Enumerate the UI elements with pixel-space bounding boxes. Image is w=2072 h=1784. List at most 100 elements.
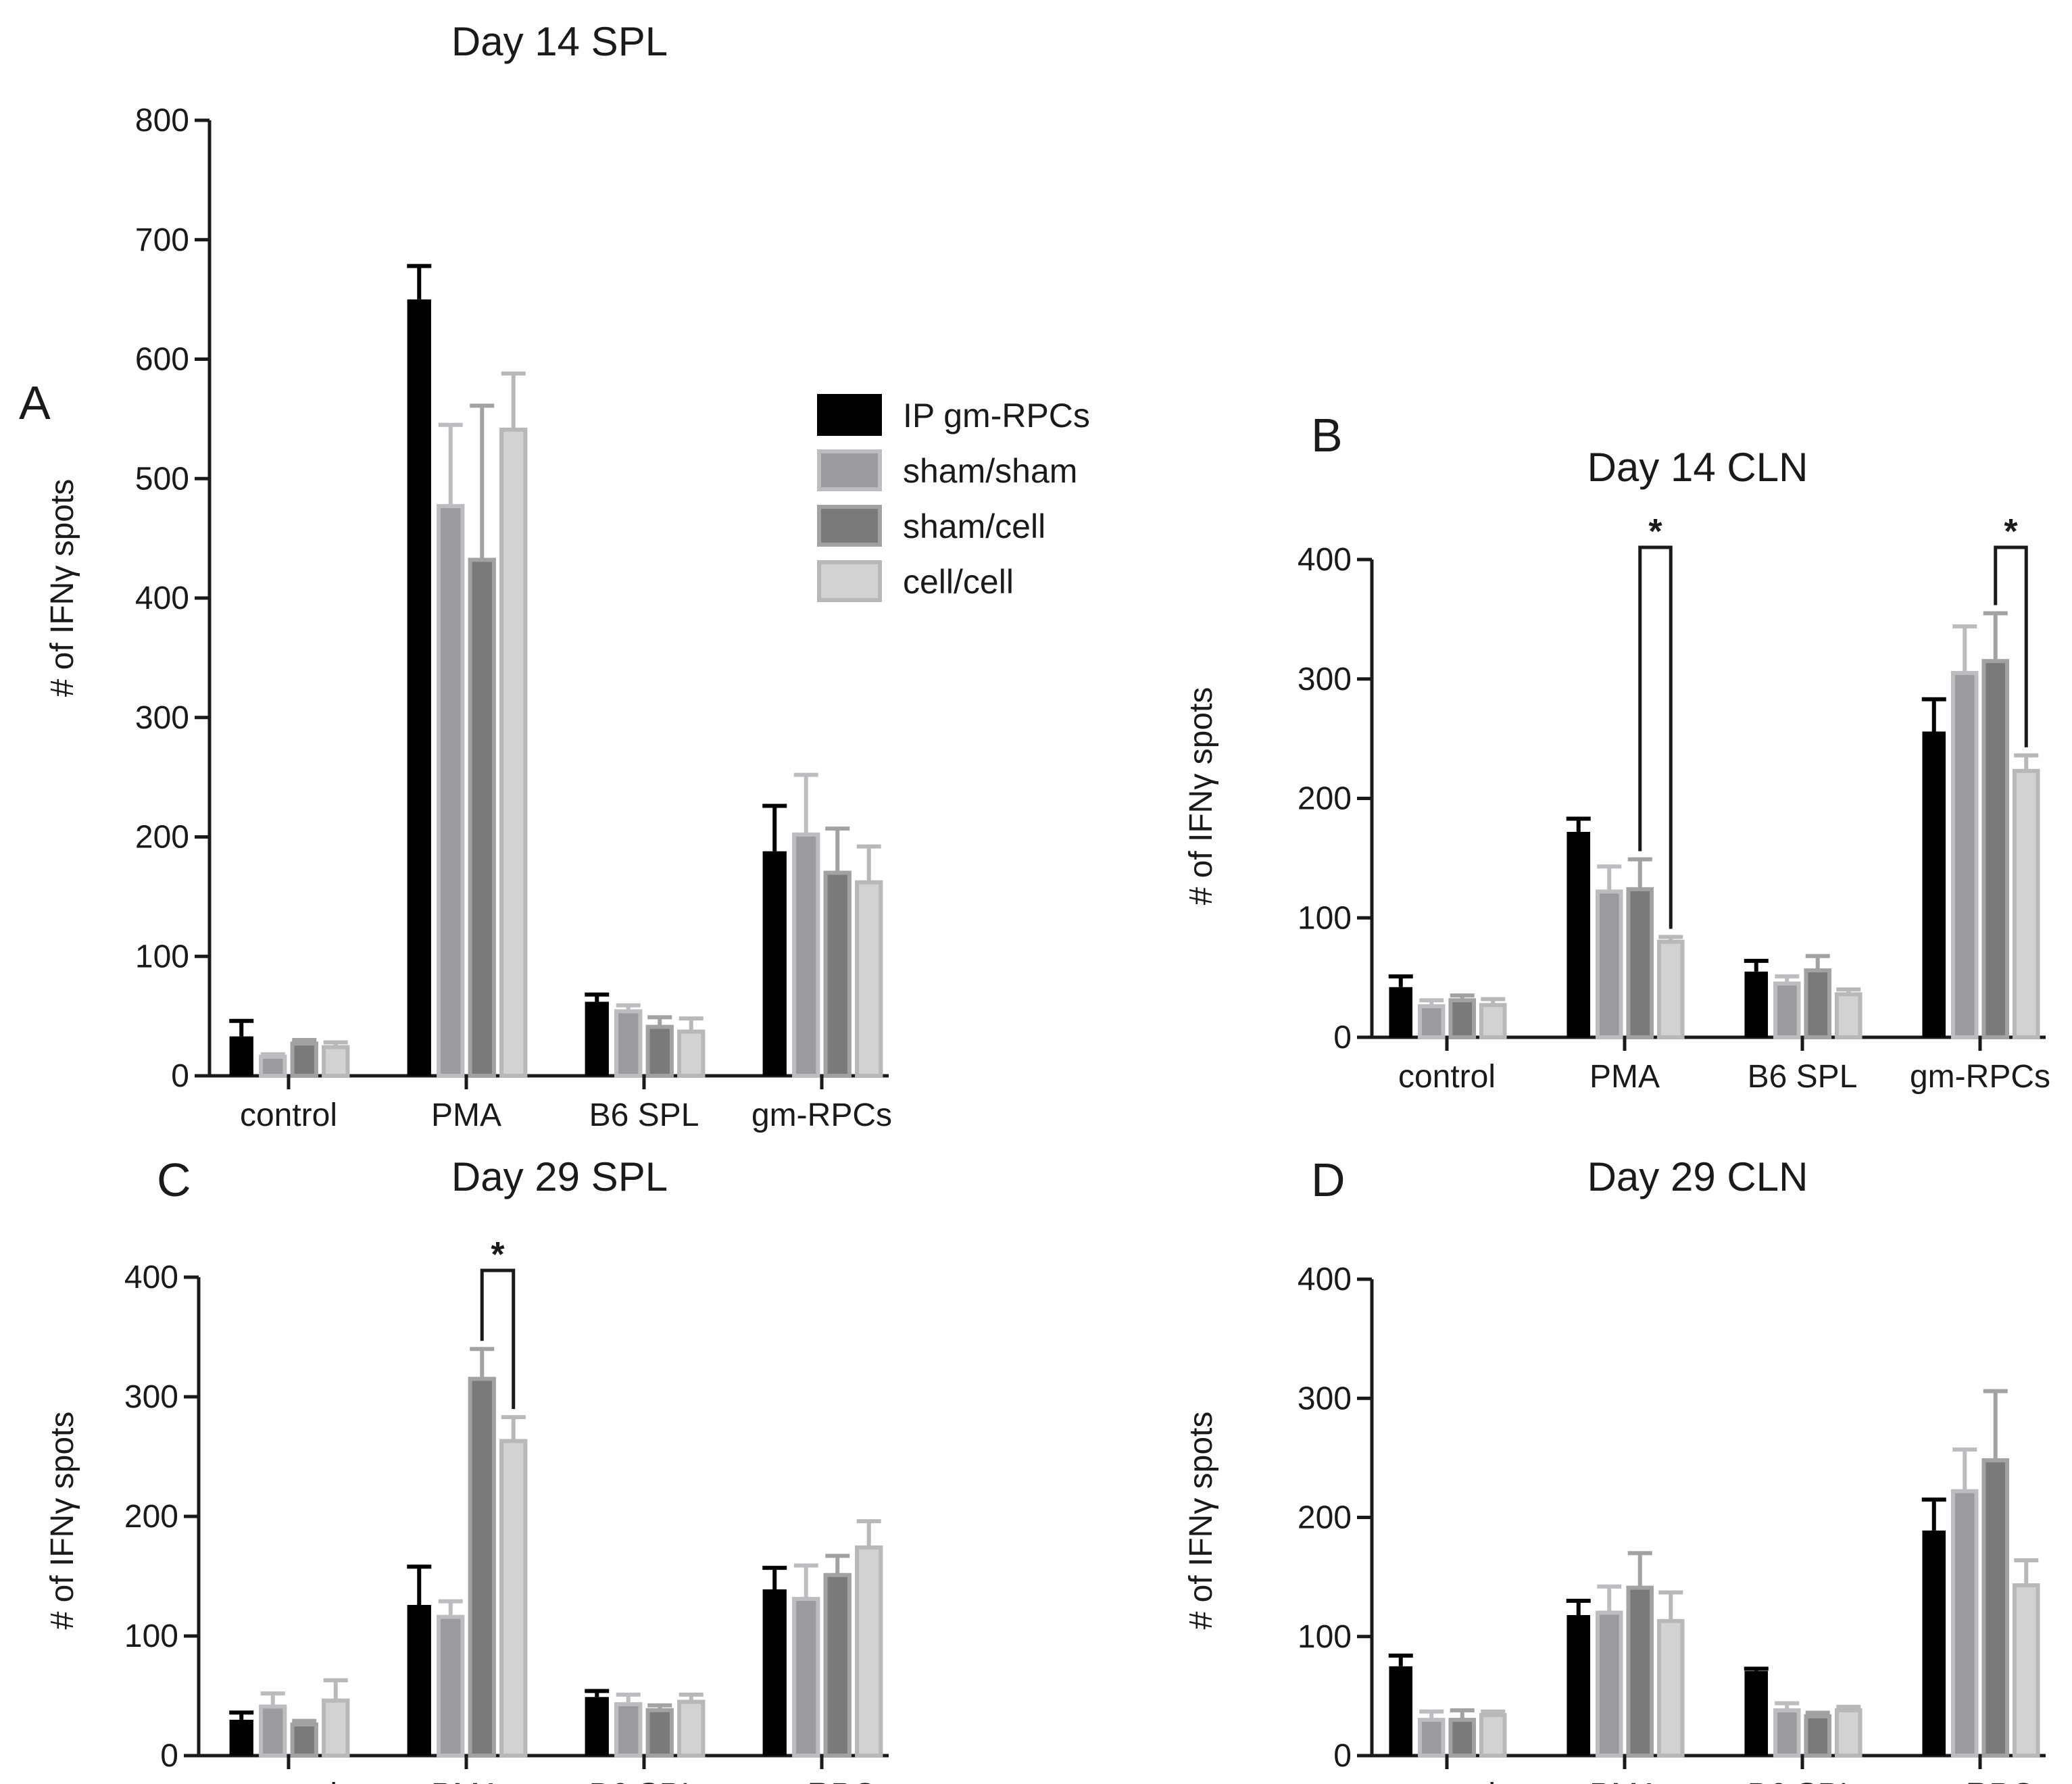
panel-b-ytick-label-100: 100 xyxy=(1298,900,1352,936)
legend-swatch-sham-sham xyxy=(817,449,882,491)
panel-d-bar-ip-gm-rpcs-2 xyxy=(1744,1670,1769,1756)
panel-b-significance-star-0: * xyxy=(1648,512,1662,551)
panel-a: A Day 14 SPL # of IFNγ spots 0 100 200 300 4… xyxy=(19,19,892,1133)
panel-c-bar-sham-cell-2 xyxy=(645,1708,674,1758)
panel-c-ytick-label-200: 200 xyxy=(124,1499,178,1535)
panel-b-bar-cell-cell-1 xyxy=(1656,939,1685,1039)
panel-d-bar-cell-cell-2 xyxy=(1834,1708,1863,1758)
panel-c-bar-sham-cell-0 xyxy=(290,1722,318,1758)
panel-b-bar-sham-sham-2 xyxy=(1773,981,1801,1040)
panel-d-bar-sham-cell-2 xyxy=(1804,1714,1832,1758)
panel-b-bar-cell-cell-3 xyxy=(2012,768,2040,1040)
panel-c-ylabel: # of IFNγ spots xyxy=(45,1412,80,1630)
panel-d-bar-cell-cell-0 xyxy=(1479,1713,1507,1758)
legend-swatch-cell-cell xyxy=(817,560,882,602)
panel-a-plot: 0 100 200 300 400 500 600 700 800 control PMA B6 SP… xyxy=(135,103,892,1133)
panel-b-bar-sham-cell-2 xyxy=(1804,968,1832,1040)
panel-c-significance-star-0: * xyxy=(491,1235,505,1274)
panel-d-letter: D xyxy=(1311,1154,1346,1206)
panel-a-bar-sham-sham-3 xyxy=(792,832,820,1078)
panel-d-bar-sham-sham-0 xyxy=(1417,1718,1446,1758)
legend-label-sham-sham: sham/sham xyxy=(903,452,1077,490)
panel-c-bar-ip-gm-rpcs-2 xyxy=(585,1697,609,1756)
panel-a-letter: A xyxy=(19,376,51,429)
panel-b-ytick-label-0: 0 xyxy=(1333,1020,1352,1056)
panel-b-category-label-pma: PMA xyxy=(1589,1059,1660,1095)
panel-a-ytick-label-400: 400 xyxy=(135,580,189,616)
panel-c-category-label-pma: PMA xyxy=(431,1777,501,1784)
panel-a-bar-ip-gm-rpcs-3 xyxy=(762,851,787,1076)
panel-d-bar-sham-sham-3 xyxy=(1950,1489,1979,1758)
panel-c-bar-ip-gm-rpcs-3 xyxy=(762,1589,787,1756)
panel-b-bar-sham-cell-3 xyxy=(1981,659,2010,1039)
panel-d-title: Day 29 CLN xyxy=(1587,1154,1808,1199)
panel-a-ytick-label-200: 200 xyxy=(135,820,189,856)
panel-b-bar-cell-cell-2 xyxy=(1834,992,1863,1039)
panel-c-category-label-gm-rpcs: gm-RPCs xyxy=(751,1777,892,1784)
panel-b-ytick-label-200: 200 xyxy=(1298,781,1352,817)
panel-a-bar-cell-cell-1 xyxy=(499,427,528,1078)
legend-label-sham-cell: sham/cell xyxy=(903,507,1045,545)
panel-b-category-label-control: control xyxy=(1398,1059,1496,1095)
panel-c-bar-sham-sham-0 xyxy=(259,1704,287,1758)
panel-d-bar-ip-gm-rpcs-0 xyxy=(1389,1666,1413,1756)
panel-a-ytick-label-600: 600 xyxy=(135,342,189,378)
panel-a-ytick-label-0: 0 xyxy=(171,1058,189,1094)
panel-c-bar-sham-cell-1 xyxy=(468,1377,496,1758)
panel-d-ytick-label-0: 0 xyxy=(1333,1738,1352,1774)
panel-c-bar-sham-sham-1 xyxy=(437,1614,465,1758)
panel-b-significance-bracket-0 xyxy=(1638,545,1673,929)
panel-a-bar-sham-cell-0 xyxy=(290,1041,318,1078)
panel-b-bar-ip-gm-rpcs-2 xyxy=(1744,971,1769,1037)
panel-c-title: Day 29 SPL xyxy=(451,1154,668,1199)
panel-a-bar-ip-gm-rpcs-0 xyxy=(229,1036,253,1076)
panel-d-bar-sham-cell-0 xyxy=(1448,1718,1477,1758)
panel-a-bar-ip-gm-rpcs-1 xyxy=(407,299,431,1076)
panel-c-bar-cell-cell-3 xyxy=(855,1545,883,1758)
panel-c-bar-cell-cell-2 xyxy=(677,1700,706,1758)
panel-b-ytick-label-400: 400 xyxy=(1298,542,1352,578)
panel-b-plot: 0 100 200 300 400 control PMA B6 SPL gm-RPCs * * xyxy=(1298,512,2050,1095)
panel-a-title: Day 14 SPL xyxy=(451,19,668,64)
panel-b-ylabel: # of IFNγ spots xyxy=(1183,687,1219,906)
panel-a-ytick-label-300: 300 xyxy=(135,700,189,736)
panel-b-bar-ip-gm-rpcs-3 xyxy=(1922,731,1946,1037)
panel-d-bar-sham-cell-3 xyxy=(1981,1458,2010,1758)
panel-d-bar-cell-cell-1 xyxy=(1656,1618,1685,1758)
panel-c: C Day 29 SPL # of IFNγ spots 0 100 200 300 4… xyxy=(45,1154,892,1784)
panel-a-category-label-b6-spl: B6 SPL xyxy=(589,1097,699,1133)
panel-b-bar-sham-cell-1 xyxy=(1626,887,1654,1039)
panel-c-ytick-label-300: 300 xyxy=(124,1379,178,1415)
panel-d-category-label-pma: PMA xyxy=(1589,1777,1660,1784)
panel-d-plot: 0 100 200 300 400 control PMA B6 SPL gm-RPCs xyxy=(1298,1262,2050,1784)
panel-a-category-label-pma: PMA xyxy=(431,1097,501,1133)
panel-c-ytick-label-100: 100 xyxy=(124,1618,178,1654)
panel-a-bar-sham-sham-0 xyxy=(259,1054,287,1078)
panel-c-ytick-label-0: 0 xyxy=(160,1738,178,1774)
panel-d-bar-sham-sham-1 xyxy=(1595,1610,1623,1758)
panel-c-letter: C xyxy=(157,1154,191,1206)
panel-c-category-label-control: control xyxy=(240,1777,337,1784)
panel-a-category-label-gm-rpcs: gm-RPCs xyxy=(751,1097,892,1133)
legend-label-cell-cell: cell/cell xyxy=(903,563,1014,601)
panel-d-bar-sham-cell-1 xyxy=(1626,1585,1654,1758)
panel-b-letter: B xyxy=(1311,409,1343,462)
panel-c-bar-cell-cell-0 xyxy=(322,1698,350,1758)
legend-label-ip-gm-rpcs: IP gm-RPCs xyxy=(903,397,1090,435)
panel-c-category-label-b6-spl: B6 SPL xyxy=(589,1777,699,1784)
panel-d-ytick-label-100: 100 xyxy=(1298,1619,1352,1655)
panel-a-ytick-label-100: 100 xyxy=(135,939,189,974)
panel-c-bar-sham-sham-2 xyxy=(614,1702,643,1758)
panel-b-bar-sham-sham-3 xyxy=(1950,670,1979,1039)
panel-c-bar-ip-gm-rpcs-0 xyxy=(229,1719,253,1756)
panel-a-bar-sham-cell-3 xyxy=(823,870,852,1079)
panel-d-category-label-control: control xyxy=(1398,1777,1496,1784)
panel-b-ytick-label-300: 300 xyxy=(1298,662,1352,697)
panel-b-significance-bracket-1 xyxy=(1994,545,2028,747)
panel-b-bar-ip-gm-rpcs-0 xyxy=(1389,987,1413,1037)
panel-a-bar-cell-cell-2 xyxy=(677,1029,706,1079)
legend-swatch-sham-cell xyxy=(817,505,882,547)
panel-b-bar-sham-sham-1 xyxy=(1595,889,1623,1039)
panel-b-bar-cell-cell-0 xyxy=(1479,1003,1507,1039)
